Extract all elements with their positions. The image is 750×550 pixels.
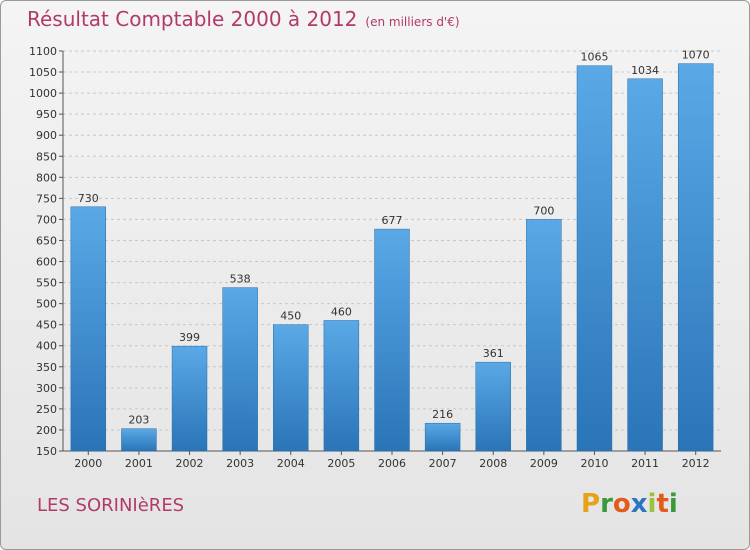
data-label: 1070: [682, 49, 710, 62]
data-label: 399: [179, 331, 200, 344]
x-tick-label: 2012: [682, 457, 710, 470]
data-label: 538: [230, 273, 251, 286]
data-label: 460: [331, 305, 352, 318]
x-tick-label: 2003: [226, 457, 254, 470]
y-tick-label: 750: [36, 192, 57, 205]
bar: [677, 63, 714, 452]
x-tick-label: 2005: [327, 457, 355, 470]
y-tick-label: 1050: [29, 66, 57, 79]
logo-letter: x: [630, 489, 648, 519]
proxiti-logo[interactable]: Proxiti: [581, 489, 678, 519]
data-label: 361: [483, 347, 504, 360]
y-tick-label: 700: [36, 213, 57, 226]
y-tick-label: 150: [36, 445, 57, 458]
bar: [171, 345, 208, 452]
y-tick-label: 400: [36, 340, 57, 353]
y-tick-label: 800: [36, 171, 57, 184]
logo-letter: P: [581, 489, 601, 519]
x-tick-label: 2010: [580, 457, 608, 470]
y-tick-label: 950: [36, 108, 57, 121]
y-tick-label: 200: [36, 424, 57, 437]
data-label: 203: [128, 414, 149, 427]
data-label: 730: [78, 192, 99, 205]
bar: [222, 287, 258, 452]
x-tick-label: 2000: [74, 457, 102, 470]
bar: [627, 78, 663, 452]
x-tick-label: 2006: [378, 457, 406, 470]
bar: [475, 361, 511, 452]
logo-letter: r: [600, 489, 613, 519]
y-tick-label: 850: [36, 150, 57, 163]
data-label: 1065: [580, 51, 608, 64]
x-tick-label: 2004: [277, 457, 305, 470]
y-tick-label: 900: [36, 129, 57, 142]
x-tick-label: 2008: [479, 457, 507, 470]
data-label: 700: [533, 204, 554, 217]
y-tick-label: 250: [36, 403, 57, 416]
data-label: 450: [280, 310, 301, 323]
bar: [424, 422, 461, 452]
chart-title: Résultat Comptable 2000 à 2012 (en millie…: [27, 7, 460, 31]
x-tick-label: 2002: [176, 457, 204, 470]
y-tick-label: 650: [36, 234, 57, 247]
y-tick-label: 300: [36, 382, 57, 395]
data-label: 216: [432, 408, 453, 421]
x-tick-label: 2009: [530, 457, 558, 470]
y-tick-label: 1100: [29, 45, 57, 58]
y-tick-label: 1000: [29, 87, 57, 100]
x-tick-label: 2011: [631, 457, 659, 470]
bar: [374, 228, 410, 452]
bar: [70, 206, 107, 452]
x-tick-label: 2001: [125, 457, 153, 470]
bar: [273, 324, 309, 452]
chart-subtitle: (en milliers d'€): [365, 15, 460, 29]
y-tick-label: 500: [36, 298, 57, 311]
y-tick-label: 450: [36, 319, 57, 332]
logo-letter: t: [656, 489, 669, 519]
data-label: 1034: [631, 64, 659, 77]
logo-letter: i: [668, 489, 678, 519]
place-name: LES SORINIèRES: [37, 495, 185, 516]
bar: [121, 428, 157, 452]
logo-letter: o: [612, 489, 631, 519]
data-label: 677: [382, 214, 403, 227]
x-tick-label: 2007: [429, 457, 457, 470]
bar: [323, 320, 360, 452]
logo-letter: i: [647, 489, 657, 519]
y-tick-label: 350: [36, 361, 57, 374]
y-tick-label: 550: [36, 277, 57, 290]
bar: [526, 219, 562, 452]
y-tick-label: 600: [36, 256, 57, 269]
bar: [576, 65, 613, 452]
